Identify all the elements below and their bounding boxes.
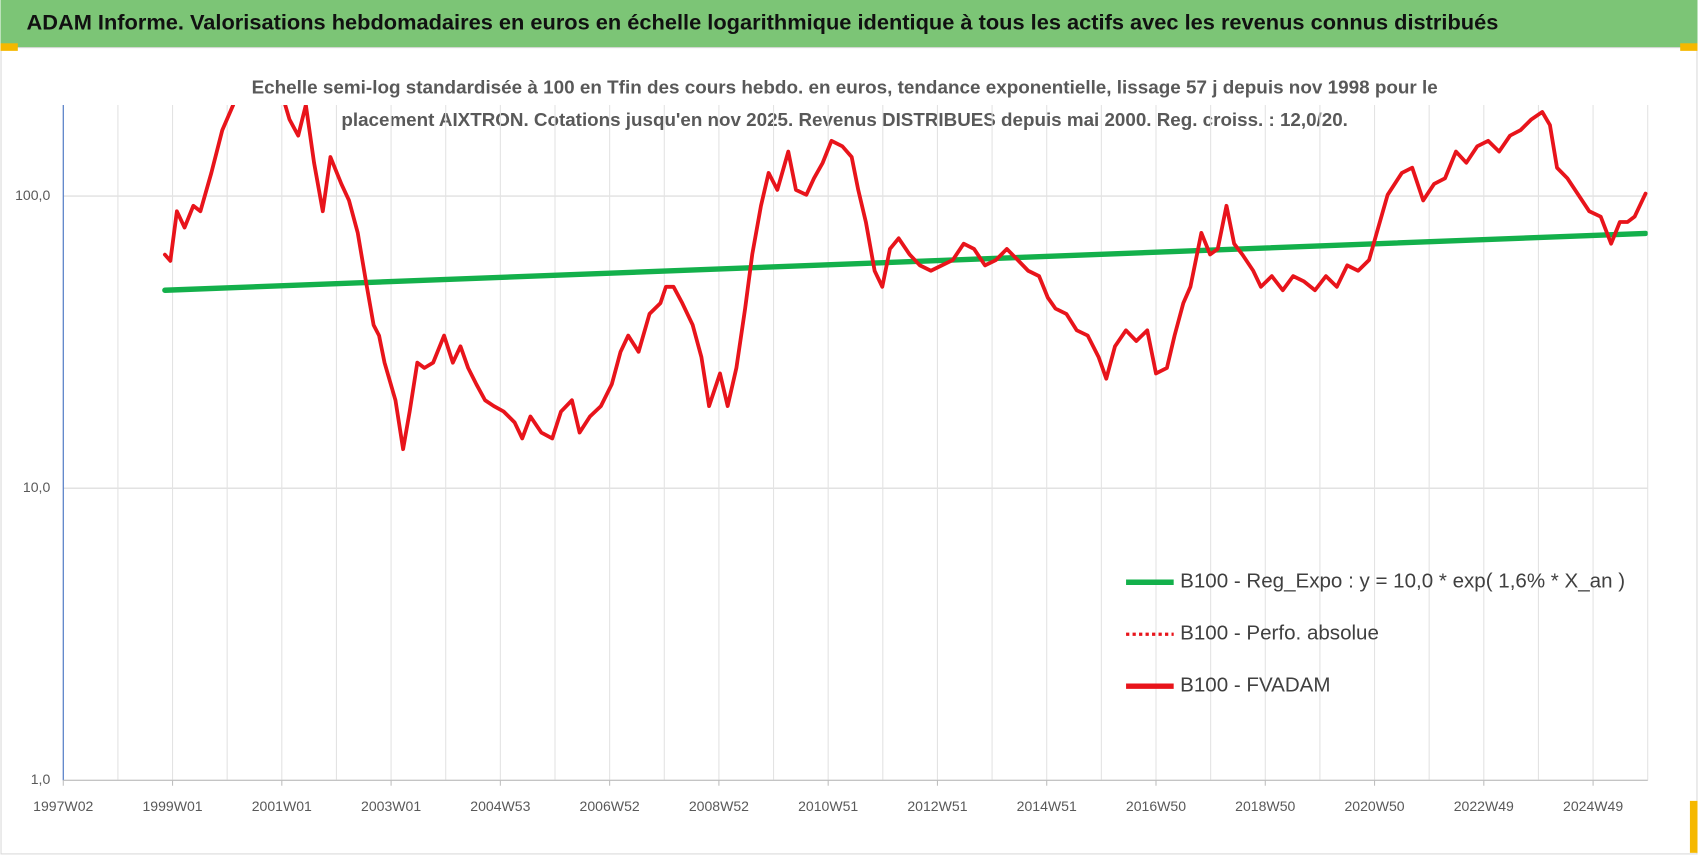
x-tick-label: 2003W01 <box>361 798 421 814</box>
x-tick-label: 2018W50 <box>1235 798 1295 814</box>
plot-area <box>162 104 1648 452</box>
x-tick-label: 2022W49 <box>1454 798 1514 814</box>
x-tick-label: 2006W52 <box>580 798 640 814</box>
frame <box>0 47 1698 855</box>
subtitle: placement AIXTRON. Cotations jusqu'en no… <box>341 109 1348 130</box>
x-tick-label: 2004W53 <box>470 798 530 814</box>
legend-label: B100 - Perfo. absolue <box>1180 622 1379 645</box>
x-tick-label: 2010W51 <box>798 798 858 814</box>
chart-title: ADAM Informe. Valorisations hebdomadaire… <box>26 10 1498 35</box>
corner-marker <box>1680 43 1698 51</box>
subtitle: Echelle semi-log standardisée à 100 en T… <box>252 77 1438 98</box>
corner-marker <box>0 43 18 51</box>
x-tick-label: 1997W02 <box>33 798 93 814</box>
y-tick-label: 10,0 <box>23 479 51 495</box>
legend: B100 - Reg_Expo : y = 10,0 * exp( 1,6% *… <box>1126 570 1625 697</box>
x-tick-label: 2020W50 <box>1344 798 1404 814</box>
x-tick-label: 2014W51 <box>1017 798 1077 814</box>
x-tick-label: 2016W50 <box>1126 798 1186 814</box>
legend-label: B100 - FVADAM <box>1180 674 1330 697</box>
corner-marker <box>1689 800 1698 853</box>
series-line <box>162 104 1648 452</box>
x-tick-label: 1999W01 <box>142 798 202 814</box>
title-banner <box>0 0 1698 48</box>
legend-label: B100 - Reg_Expo : y = 10,0 * exp( 1,6% *… <box>1180 570 1625 593</box>
y-tick-label: 100,0 <box>15 187 50 203</box>
x-tick-label: 2001W01 <box>252 798 312 814</box>
x-tick-label: 2008W52 <box>689 798 749 814</box>
y-tick-label: 1,0 <box>31 771 51 787</box>
x-tick-label: 2012W51 <box>907 798 967 814</box>
axes: 1,0 10,0 100,0 1997W02 1999W01 2001W01 2003W01… <box>15 187 1623 814</box>
series-line <box>162 230 1648 293</box>
x-tick-label: 2024W49 <box>1563 798 1623 814</box>
